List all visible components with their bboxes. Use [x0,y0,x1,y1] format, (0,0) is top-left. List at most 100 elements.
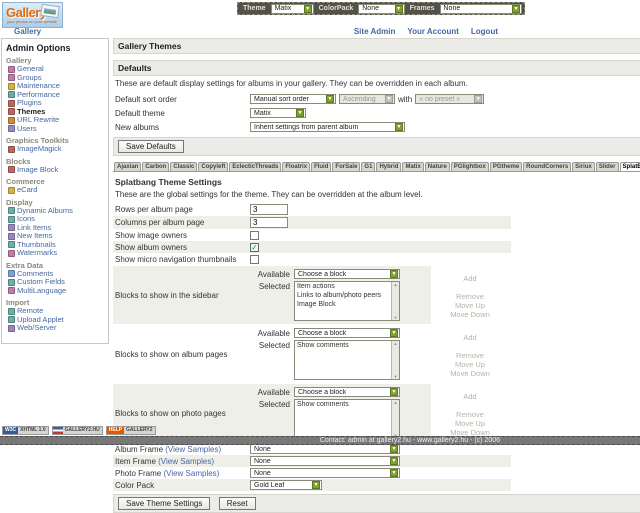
move-down-button[interactable]: Move Down [450,368,490,378]
view-samples-link[interactable]: (View Samples) [163,468,220,478]
sidebar-item-themes[interactable]: Themes [6,107,106,117]
tab-forsale[interactable]: ForSale [332,162,361,171]
add-button[interactable]: Add [463,273,477,283]
sidebar-item-custom-fields[interactable]: Custom Fields [6,277,106,287]
badge-gallery2[interactable]: HELP GALLERY2 [105,426,156,435]
reset-button[interactable]: Reset [218,497,256,510]
tab-hybrid[interactable]: Hybrid [376,162,402,171]
columns-per-album-page-input[interactable] [250,217,288,228]
sidebar-item-dynamic-albums[interactable]: Dynamic Albums [6,206,106,216]
scrollbar[interactable]: ▲▼ [391,282,399,320]
save-defaults-bar: Save Defaults [113,137,640,156]
sidebar-item-watermarks[interactable]: Watermarks [6,248,106,258]
sidebar-item-new-items[interactable]: New Items [6,231,106,241]
default-sort-order-select[interactable]: « no preset » ▼ [415,94,485,104]
colorpack-select[interactable]: None ▼ [358,3,405,14]
remove-button[interactable]: Remove [456,291,484,301]
tab-matix[interactable]: Matix [402,162,424,171]
sidebar-item-icons[interactable]: Icons [6,214,106,224]
gallery-logo[interactable]: Gallery your photos on your website [2,2,63,28]
sidebar-item-thumbnails[interactable]: Thumbnails [6,240,106,250]
sidebar-item-url-rewrite[interactable]: URL Rewrite [6,115,106,125]
default-sort-order-select[interactable]: Manual sort order ▼ [250,94,336,104]
sidebar-item-multilanguage[interactable]: MultiLanguage [6,286,106,296]
tab-g1[interactable]: G1 [361,162,376,171]
rows-per-album-page-input[interactable] [250,204,288,215]
move-up-button[interactable]: Move Up [454,359,485,369]
sidebar-item-comments[interactable]: Comments [6,269,106,279]
sidebar-item-maintenance[interactable]: Maintenance [6,81,106,91]
add-button[interactable]: Add [463,391,477,401]
tab-fluid[interactable]: Fluid [311,162,332,171]
tab-carbon[interactable]: Carbon [142,162,170,171]
tab-pgtheme[interactable]: PGtheme [489,162,523,171]
selected-blocks-listbox[interactable]: Show comments ▲▼ [294,399,400,439]
default-theme-select[interactable]: Matix ▼ [250,108,306,118]
tab-ajaxian[interactable]: Ajaxian [114,162,142,171]
listbox-item[interactable]: Links to album/photo peers [297,292,382,299]
view-samples-link[interactable]: (View Samples) [158,456,214,466]
breadcrumb[interactable]: Gallery [14,27,42,36]
tab-slider[interactable]: Slider [595,162,619,171]
tab-eclecticthreads[interactable]: EclecticThreads [229,162,282,171]
tab-siriux[interactable]: Siriux [572,162,595,171]
sidebar-item-plugins[interactable]: Plugins [6,98,106,108]
choose-block-select[interactable]: Choose a block ▼ [294,387,400,397]
theme-select[interactable]: Matix ▼ [270,3,314,14]
sidebar-item-image-block[interactable]: Image Block [6,165,106,175]
badge-xhtml-1-0[interactable]: W3C XHTML 1.0 [2,426,49,435]
selected-blocks-listbox[interactable]: Show comments ▲▼ [294,340,400,380]
sidebar-item-performance[interactable]: Performance [6,90,106,100]
sidebar-item-upload-applet[interactable]: Upload Applet [6,315,106,325]
tab-splatbang[interactable]: SplatBang [619,162,640,171]
save-theme-settings-button[interactable]: Save Theme Settings [118,497,211,510]
move-down-button[interactable]: Move Down [450,427,490,437]
sidebar-item-web-server[interactable]: Web/Server [6,323,106,333]
frames-select[interactable]: None ▼ [439,3,522,14]
sidebar-item-users[interactable]: Users [6,124,106,134]
tab-pglightbox[interactable]: PGlightbox [450,162,489,171]
move-up-button[interactable]: Move Up [454,300,485,310]
save-defaults-button[interactable]: Save Defaults [118,140,184,153]
move-down-button[interactable]: Move Down [450,309,490,319]
your-account-link[interactable]: Your Account [407,27,459,36]
listbox-item[interactable]: Show comments [297,342,349,349]
tab-roundcorners[interactable]: RoundCorners [523,162,572,171]
show-micro-navigation-thumbnails-checkbox[interactable] [250,254,259,264]
choose-block-select[interactable]: Choose a block ▼ [294,269,400,279]
listbox-item[interactable]: Image Block [297,301,336,308]
tab-nature[interactable]: Nature [424,162,450,171]
remove-button[interactable]: Remove [456,409,484,419]
view-samples-link[interactable]: (View Samples) [165,444,222,454]
logout-link[interactable]: Logout [470,27,498,36]
sidebar-item-groups[interactable]: Groups [6,73,106,83]
tab-copyleft[interactable]: Copyleft [198,162,229,171]
new-albums-select[interactable]: Inherit settings from parent album ▼ [250,122,405,132]
color-pack-select[interactable]: Gold Leaf ▼ [250,480,322,490]
sidebar-item-general[interactable]: General [6,64,106,74]
choose-block-select[interactable]: Choose a block ▼ [294,328,400,338]
move-up-button[interactable]: Move Up [454,418,485,428]
sidebar-item-label: eCard [17,185,38,194]
sidebar-item-imagemagick[interactable]: ImageMagick [6,144,106,154]
listbox-item[interactable]: Item actions [297,283,335,290]
scrollbar[interactable]: ▲▼ [391,341,399,379]
listbox-item[interactable]: Show comments [297,401,349,408]
site-admin-link[interactable]: Site Admin [353,27,396,36]
default-sort-order-select[interactable]: Ascending ▼ [339,94,395,104]
show-album-owners-checkbox[interactable]: ✓ [250,242,259,252]
photo-frame-select[interactable]: None ▼ [250,468,400,478]
sidebar-item-remote[interactable]: Remote [6,306,106,316]
remove-button[interactable]: Remove [456,350,484,360]
sidebar-item-ecard[interactable]: eCard [6,185,106,195]
badge-gallery2-hu[interactable]: GALLERY2.HU [51,426,103,435]
tab-classic[interactable]: Classic [170,162,198,171]
tab-floatrix[interactable]: Floatrix [282,162,311,171]
sidebar-item-link-items[interactable]: Link Items [6,223,106,233]
item-frame-select[interactable]: None ▼ [250,456,400,466]
selected-blocks-listbox[interactable]: Item actions Links to album/photo peers Im… [294,281,400,321]
scrollbar[interactable]: ▲▼ [391,400,399,438]
add-button[interactable]: Add [463,332,477,342]
show-image-owners-checkbox[interactable] [250,230,259,240]
album-frame-select[interactable]: None ▼ [250,444,400,454]
